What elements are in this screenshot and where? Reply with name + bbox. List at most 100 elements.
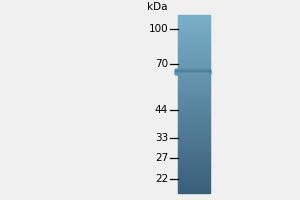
Bar <box>178 164 210 165</box>
Bar <box>178 134 210 135</box>
Bar <box>178 147 210 148</box>
Bar <box>175 69 210 70</box>
Bar <box>178 115 210 116</box>
Bar <box>178 121 210 122</box>
Bar <box>178 55 210 56</box>
Bar <box>178 126 210 127</box>
Bar <box>178 180 210 181</box>
Bar <box>178 67 210 68</box>
Bar <box>178 98 210 99</box>
Bar <box>178 73 210 74</box>
Bar <box>178 18 210 19</box>
Bar <box>178 32 210 33</box>
Bar <box>178 51 210 52</box>
Bar <box>178 38 210 39</box>
Bar <box>178 111 210 112</box>
Bar <box>178 144 210 145</box>
Bar <box>178 42 210 43</box>
Bar <box>178 170 210 171</box>
Bar <box>178 26 210 27</box>
Bar <box>178 15 210 16</box>
Bar <box>178 137 210 138</box>
Bar <box>178 23 210 24</box>
Bar <box>178 28 210 29</box>
Bar <box>175 70 210 71</box>
Bar <box>178 105 210 106</box>
Bar <box>178 179 210 180</box>
Bar <box>178 84 210 85</box>
Bar <box>178 132 210 133</box>
Bar <box>178 149 210 150</box>
Bar <box>178 146 210 147</box>
Bar <box>178 104 210 105</box>
Bar <box>178 81 210 82</box>
Bar <box>178 87 210 88</box>
Bar <box>178 128 210 129</box>
Bar <box>178 123 210 124</box>
Bar <box>178 158 210 159</box>
Text: 100: 100 <box>148 24 168 34</box>
Bar <box>178 176 210 177</box>
Bar <box>178 182 210 183</box>
Bar <box>178 76 210 77</box>
Bar <box>178 58 210 59</box>
Bar <box>178 154 210 155</box>
Bar <box>178 68 210 69</box>
Bar <box>178 86 210 87</box>
Bar <box>178 171 210 172</box>
Bar <box>178 65 210 66</box>
Bar <box>178 34 210 35</box>
Bar <box>178 166 210 167</box>
Bar <box>178 40 210 41</box>
Bar <box>178 66 210 67</box>
Bar <box>178 168 210 169</box>
Bar <box>178 60 210 61</box>
Bar <box>178 52 210 53</box>
Bar <box>178 181 210 182</box>
Bar <box>178 99 210 100</box>
Bar <box>178 75 210 76</box>
Bar <box>175 69 210 70</box>
Bar <box>178 169 210 170</box>
Bar <box>178 188 210 189</box>
Bar <box>178 186 210 187</box>
Bar <box>178 151 210 152</box>
Bar <box>175 72 210 73</box>
Bar <box>178 184 210 185</box>
Bar <box>178 64 210 65</box>
Bar <box>175 72 210 73</box>
Bar <box>178 29 210 30</box>
Bar <box>178 37 210 38</box>
Bar <box>178 159 210 160</box>
Bar <box>178 119 210 120</box>
Bar <box>178 41 210 42</box>
Bar <box>178 116 210 117</box>
Bar <box>178 97 210 98</box>
Bar <box>178 48 210 49</box>
Bar <box>178 16 210 17</box>
Bar <box>178 88 210 89</box>
Bar <box>175 71 210 72</box>
Text: 22: 22 <box>155 174 168 184</box>
Bar <box>178 124 210 125</box>
Bar <box>178 39 210 40</box>
Bar <box>178 108 210 109</box>
Bar <box>178 139 210 140</box>
Bar <box>178 192 210 193</box>
Bar <box>178 50 210 51</box>
Bar <box>178 141 210 142</box>
Bar <box>178 150 210 151</box>
Bar <box>178 133 210 134</box>
Text: kDa: kDa <box>148 2 168 12</box>
Bar <box>178 107 210 108</box>
Bar <box>178 74 210 75</box>
Bar <box>178 70 210 71</box>
Bar <box>178 106 210 107</box>
Bar <box>178 71 210 72</box>
Bar <box>178 53 210 54</box>
Bar <box>178 61 210 62</box>
Bar <box>178 142 210 143</box>
Bar <box>178 101 210 102</box>
Bar <box>178 125 210 126</box>
Bar <box>178 102 210 103</box>
